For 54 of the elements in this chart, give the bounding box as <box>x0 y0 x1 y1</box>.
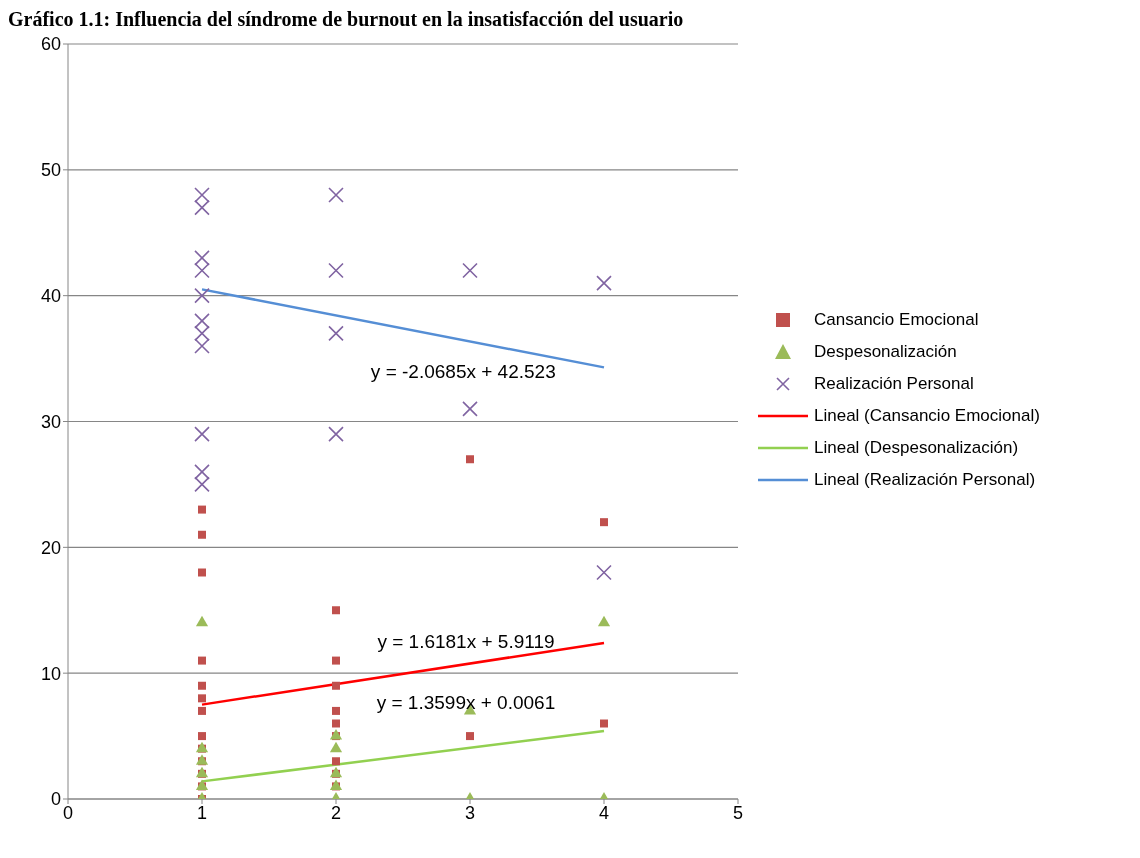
annotation: y = -2.0685x + 42.523 <box>370 360 556 382</box>
point <box>194 426 210 442</box>
point <box>328 325 344 342</box>
x-tick-label: 4 <box>598 802 610 823</box>
x-tick-label: 2 <box>330 802 342 823</box>
legend-label: Cansancio Emocional <box>814 309 979 331</box>
point <box>328 262 344 279</box>
legend-label: Despesonalización <box>814 341 957 363</box>
point <box>195 615 209 627</box>
point <box>198 681 206 690</box>
legend-label: Lineal (Realización Personal) <box>814 469 1036 491</box>
y-tick-label: 30 <box>40 411 61 432</box>
point <box>332 706 340 715</box>
point <box>462 262 478 279</box>
legend-label: Lineal (Despesonalización) <box>814 437 1019 459</box>
point <box>332 606 340 615</box>
x-tick-label: 0 <box>62 802 74 823</box>
legend-label: Lineal (Cansancio Emocional) <box>814 405 1040 427</box>
point <box>332 719 340 728</box>
point <box>329 741 343 753</box>
point <box>198 694 206 703</box>
point <box>198 656 206 665</box>
point <box>332 681 340 690</box>
legend-label: Realización Personal <box>814 373 974 395</box>
point <box>198 505 206 514</box>
annotation: y = 1.3599x + 0.0061 <box>376 691 556 713</box>
point <box>466 732 474 741</box>
point <box>462 401 478 417</box>
y-tick-label: 20 <box>40 537 61 558</box>
point <box>198 568 206 577</box>
y-tick-label: 50 <box>40 160 61 181</box>
point <box>596 275 612 291</box>
y-tick-label: 0 <box>50 789 61 810</box>
x-tick-label: 1 <box>196 802 208 823</box>
annotation: y = 1.6181x + 5.9119 <box>377 631 555 653</box>
point <box>596 564 612 581</box>
point <box>198 706 206 715</box>
x-tick-label: 5 <box>732 802 744 823</box>
point <box>600 719 608 728</box>
point <box>328 187 344 203</box>
point <box>194 287 210 304</box>
point <box>198 530 206 539</box>
point <box>332 656 340 665</box>
x-tick-label: 3 <box>464 802 476 823</box>
point <box>328 426 344 442</box>
point <box>198 732 206 741</box>
y-tick-label: 60 <box>40 34 61 55</box>
y-tick-label: 40 <box>40 286 61 307</box>
point <box>466 455 474 464</box>
point <box>597 615 611 627</box>
y-tick-label: 10 <box>40 663 61 684</box>
point <box>600 518 608 527</box>
point <box>332 757 340 766</box>
chart-title: Gráfico 1.1: Influencia del síndrome de burnout en la insatisfacción del usuario <box>8 8 685 32</box>
